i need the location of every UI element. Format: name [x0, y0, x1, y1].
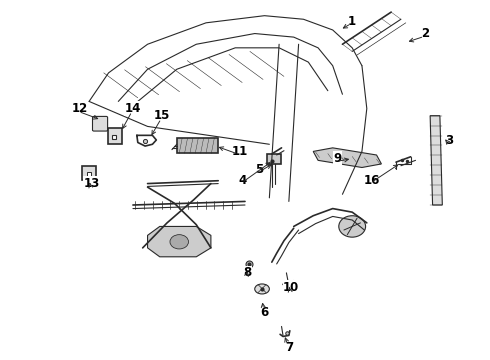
Text: 12: 12: [71, 102, 88, 115]
Ellipse shape: [170, 235, 189, 249]
Text: 4: 4: [239, 174, 246, 186]
Polygon shape: [313, 148, 381, 167]
FancyBboxPatch shape: [267, 154, 281, 164]
Text: 8: 8: [244, 266, 251, 279]
Polygon shape: [430, 116, 442, 205]
Text: 13: 13: [83, 177, 99, 190]
Text: 1: 1: [348, 14, 356, 27]
Text: 10: 10: [283, 281, 299, 294]
FancyBboxPatch shape: [82, 166, 97, 180]
FancyBboxPatch shape: [93, 116, 108, 131]
Polygon shape: [147, 226, 211, 257]
Text: 9: 9: [334, 152, 342, 165]
Text: 6: 6: [260, 306, 269, 319]
FancyBboxPatch shape: [108, 128, 122, 144]
Text: 5: 5: [255, 163, 264, 176]
Ellipse shape: [255, 284, 270, 294]
Text: 11: 11: [232, 145, 248, 158]
FancyBboxPatch shape: [177, 138, 218, 153]
Text: 3: 3: [445, 134, 454, 147]
Text: 2: 2: [421, 27, 429, 40]
Text: 15: 15: [154, 109, 171, 122]
Ellipse shape: [339, 216, 366, 237]
Text: 14: 14: [125, 102, 141, 115]
Text: 16: 16: [364, 174, 380, 186]
Text: 7: 7: [285, 341, 293, 354]
